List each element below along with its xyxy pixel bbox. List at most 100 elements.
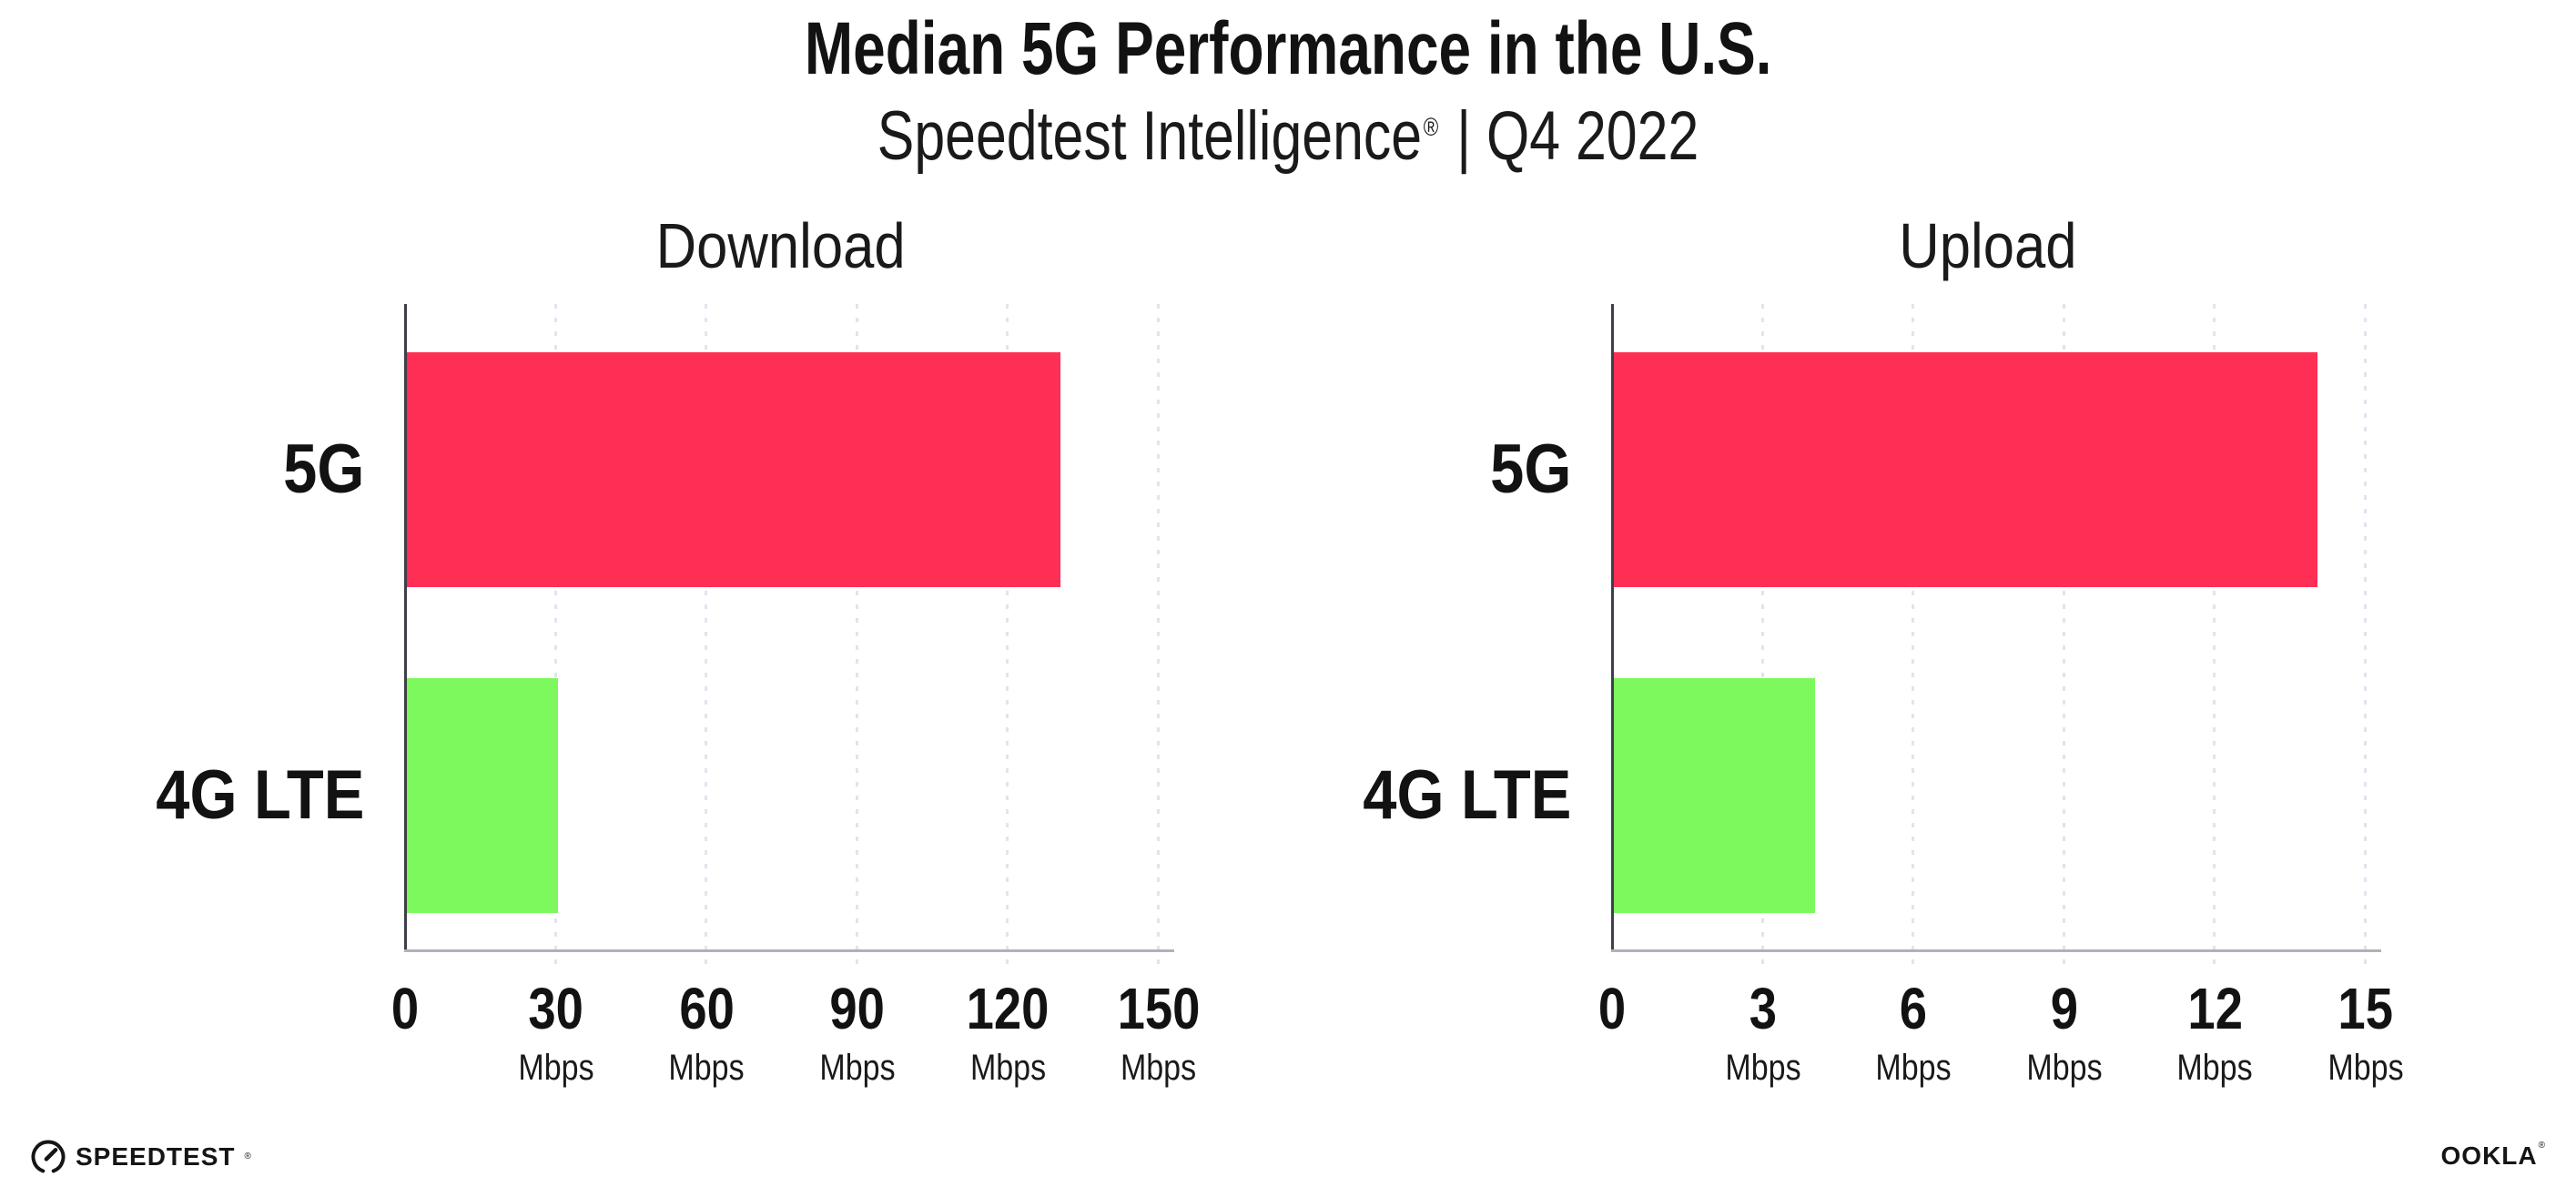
bar-4g-lte xyxy=(1614,678,1815,913)
speedtest-trademark: ® xyxy=(244,1151,251,1161)
x-tick-unit-text: Mbps xyxy=(1875,1048,1952,1088)
chart-title-text: Download xyxy=(656,210,906,281)
registered-mark: ® xyxy=(1423,112,1439,141)
x-tick-unit-text: Mbps xyxy=(969,1048,1046,1088)
x-tick-150: 150 Mbps xyxy=(1111,978,1208,1089)
page-subtitle-text: Speedtest Intelligence® | Q4 2022 xyxy=(877,93,1699,180)
x-tick-unit-text: Mbps xyxy=(1121,1048,1197,1088)
x-tick-value-text: 3 xyxy=(1749,976,1777,1041)
x-axis-line xyxy=(1611,949,2381,952)
gridline xyxy=(2062,304,2065,966)
x-tick-unit: Mbps xyxy=(662,1047,751,1089)
upload-chart: Upload 5G 4G LTE 0 3 Mbps 6 Mbps 9 Mbps 12 Mbps 15 Mb… xyxy=(1363,210,2404,1088)
speedtest-logo: SPEEDTEST ® xyxy=(29,1138,251,1176)
chart-title-text: Upload xyxy=(1899,210,2077,281)
x-tick-value: 0 xyxy=(389,978,421,1040)
page-title-text: Median 5G Performance in the U.S. xyxy=(804,7,1772,90)
category-label-text: 4G LTE xyxy=(155,756,364,834)
x-tick-15: 15 Mbps xyxy=(2321,978,2410,1089)
x-tick-value: 90 xyxy=(813,978,902,1040)
x-tick-value: 9 xyxy=(2020,978,2109,1040)
x-tick-value: 15 xyxy=(2321,978,2410,1040)
x-tick-unit-text: Mbps xyxy=(819,1048,896,1088)
x-tick-unit: Mbps xyxy=(2170,1047,2259,1089)
x-tick-unit-text: Mbps xyxy=(668,1048,745,1088)
x-tick-value-text: 6 xyxy=(1900,976,1928,1041)
x-tick-120: 120 Mbps xyxy=(959,978,1057,1089)
x-tick-9: 9 Mbps xyxy=(2020,978,2109,1089)
x-tick-0: 0 xyxy=(1596,978,1628,1040)
bar-5g xyxy=(1614,352,2317,587)
category-label-5g: 5G xyxy=(1311,428,1571,512)
x-tick-value-text: 15 xyxy=(2338,976,2394,1041)
x-tick-value-text: 120 xyxy=(967,976,1050,1041)
x-tick-value: 0 xyxy=(1596,978,1628,1040)
x-tick-value: 3 xyxy=(1719,978,1808,1040)
x-tick-unit-text: Mbps xyxy=(518,1048,594,1088)
x-tick-unit: Mbps xyxy=(512,1047,601,1089)
x-tick-value-text: 12 xyxy=(2187,976,2243,1041)
ookla-logo-text: OOKLA xyxy=(2440,1141,2538,1170)
x-tick-unit: Mbps xyxy=(1719,1047,1808,1089)
x-tick-3: 3 Mbps xyxy=(1719,978,1808,1089)
chart-title-download: Download xyxy=(404,209,1158,282)
gridline xyxy=(705,304,708,966)
gridline xyxy=(1912,304,1915,966)
category-label-text: 5G xyxy=(282,431,364,508)
gridline xyxy=(553,304,557,966)
x-tick-unit-text: Mbps xyxy=(2328,1048,2404,1088)
page-subtitle: Speedtest Intelligence® | Q4 2022 xyxy=(0,93,2576,180)
x-tick-unit: Mbps xyxy=(1869,1047,1958,1089)
y-axis-line xyxy=(1611,304,1614,952)
y-axis-line xyxy=(404,304,407,952)
x-tick-unit: Mbps xyxy=(2020,1047,2109,1089)
bar-5g xyxy=(407,352,1060,587)
gridline xyxy=(1760,304,1764,966)
chart-title-upload: Upload xyxy=(1611,209,2365,282)
subtitle-period: | Q4 2022 xyxy=(1441,97,1699,175)
x-tick-12: 12 Mbps xyxy=(2170,978,2259,1089)
download-chart: Download 5G 4G LTE 0 30 Mbps 60 Mbps 90 Mbps 120 Mb… xyxy=(156,210,1201,1088)
ookla-logo: OOKLA® xyxy=(2441,1141,2545,1171)
gridline xyxy=(2364,304,2367,966)
x-tick-value: 120 xyxy=(959,978,1057,1040)
x-tick-value-text: 150 xyxy=(1117,976,1201,1041)
x-tick-value: 60 xyxy=(662,978,751,1040)
x-tick-unit-text: Mbps xyxy=(1725,1048,1801,1088)
gridline xyxy=(1006,304,1009,966)
x-tick-value-text: 30 xyxy=(528,976,583,1041)
category-label-4g-lte: 4G LTE xyxy=(1311,754,1571,837)
x-tick-90: 90 Mbps xyxy=(813,978,902,1089)
speedtest-gauge-icon xyxy=(31,1140,66,1173)
x-tick-unit: Mbps xyxy=(2321,1047,2410,1089)
bar-4g-lte xyxy=(407,678,558,913)
category-label-text: 5G xyxy=(1489,431,1571,508)
x-tick-value: 150 xyxy=(1111,978,1208,1040)
ookla-trademark: ® xyxy=(2538,1141,2545,1151)
x-tick-unit: Mbps xyxy=(1111,1047,1208,1089)
category-label-text: 4G LTE xyxy=(1362,756,1571,834)
x-tick-value-text: 90 xyxy=(829,976,886,1041)
gridline xyxy=(855,304,858,966)
category-label-5g: 5G xyxy=(104,428,364,512)
gridline xyxy=(2213,304,2216,966)
x-tick-0: 0 xyxy=(389,978,421,1040)
x-tick-unit: Mbps xyxy=(959,1047,1057,1089)
x-tick-value-text: 9 xyxy=(2050,976,2078,1041)
x-tick-value-text: 0 xyxy=(1597,976,1627,1041)
page-title: Median 5G Performance in the U.S. xyxy=(0,5,2576,93)
x-tick-value-text: 60 xyxy=(678,976,735,1041)
x-tick-value: 30 xyxy=(512,978,601,1040)
x-tick-unit-text: Mbps xyxy=(2026,1048,2103,1088)
speedtest-logo-text: SPEEDTEST xyxy=(76,1142,236,1171)
x-tick-unit-text: Mbps xyxy=(2176,1048,2253,1088)
x-tick-6: 6 Mbps xyxy=(1869,978,1958,1089)
category-label-4g-lte: 4G LTE xyxy=(104,754,364,837)
x-tick-value: 12 xyxy=(2170,978,2259,1040)
gridline xyxy=(1157,304,1160,966)
x-tick-30: 30 Mbps xyxy=(512,978,601,1089)
x-tick-value-text: 0 xyxy=(390,976,420,1041)
subtitle-brand: Speedtest Intelligence xyxy=(877,97,1423,175)
x-axis-line xyxy=(404,949,1174,952)
